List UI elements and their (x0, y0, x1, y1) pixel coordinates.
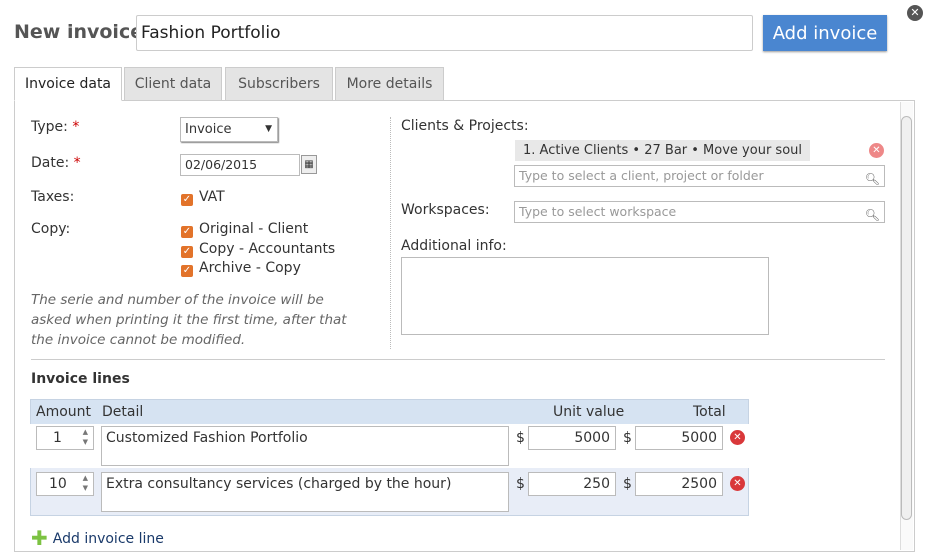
additional-info-label: Additional info: (401, 238, 507, 254)
column-divider (390, 117, 391, 349)
checkbox-checked-icon: ✓ (181, 265, 193, 277)
unit-value-input[interactable]: 5000 (528, 426, 616, 450)
header-detail: Detail (102, 404, 144, 420)
detail-textarea[interactable]: Extra consultancy services (charged by t… (101, 472, 509, 512)
checkbox-checked-icon: ✓ (181, 194, 193, 206)
clients-projects-label: Clients & Projects: (401, 118, 529, 134)
date-input[interactable]: 02/06/2015 (180, 154, 300, 176)
type-label: Type: * (31, 119, 80, 135)
currency-symbol: $ (516, 476, 525, 492)
plus-icon: ✚ (31, 526, 48, 550)
header-total: Total (693, 404, 726, 420)
unit-value-input[interactable]: 250 (528, 472, 616, 496)
delete-line-icon[interactable]: ✕ (730, 476, 745, 491)
search-icon: 🔍︎ (864, 172, 880, 186)
invoice-name-input[interactable] (136, 15, 753, 51)
dialog-title: New invoice (14, 21, 144, 43)
workspaces-label: Workspaces: (401, 202, 490, 218)
add-invoice-button[interactable]: Add invoice (763, 15, 887, 51)
taxes-label: Taxes: (31, 189, 75, 205)
search-icon: 🔍︎ (864, 208, 880, 222)
detail-textarea[interactable]: Customized Fashion Portfolio (101, 426, 509, 466)
currency-symbol: $ (623, 430, 632, 446)
amount-stepper[interactable]: 10 ▲ ▼ (36, 472, 94, 496)
remove-client-icon[interactable]: ✕ (869, 143, 884, 158)
tab-client-data[interactable]: Client data (124, 67, 222, 101)
checkbox-checked-icon: ✓ (181, 246, 193, 258)
scrollbar-thumb[interactable] (901, 116, 912, 520)
table-header (31, 400, 748, 424)
type-select[interactable]: Invoice ▼ (180, 117, 278, 142)
delete-line-icon[interactable]: ✕ (730, 430, 745, 445)
amount-stepper[interactable]: 1 ▲ ▼ (36, 426, 94, 450)
checkbox-original-client[interactable]: ✓ Original - Client (181, 221, 309, 238)
client-search-input[interactable]: Type to select a client, project or fold… (514, 165, 885, 187)
additional-info-textarea[interactable] (401, 257, 769, 335)
total-input[interactable]: 5000 (635, 426, 723, 450)
dropdown-arrow-icon: ▼ (265, 124, 272, 134)
close-icon[interactable]: ✕ (907, 5, 923, 21)
total-input[interactable]: 2500 (635, 472, 723, 496)
stepper-arrows-icon[interactable]: ▲ ▼ (82, 428, 88, 446)
checkbox-vat[interactable]: ✓ VAT (181, 189, 225, 206)
date-label: Date: * (31, 155, 81, 171)
checkbox-copy-accountants[interactable]: ✓ Copy - Accountants (181, 241, 336, 258)
invoice-note: The serie and number of the invoice will… (31, 292, 347, 348)
calendar-icon[interactable]: ▦ (301, 155, 317, 174)
header-amount: Amount (36, 404, 92, 420)
invoice-lines-title: Invoice lines (31, 371, 130, 387)
header-unit-value: Unit value (553, 404, 625, 420)
checkbox-checked-icon: ✓ (181, 226, 193, 238)
currency-symbol: $ (623, 476, 632, 492)
tab-panel (14, 100, 915, 552)
tab-invoice-data[interactable]: Invoice data (14, 67, 122, 101)
checkbox-archive-copy[interactable]: ✓ Archive - Copy (181, 260, 301, 277)
stepper-arrows-icon[interactable]: ▲ ▼ (82, 474, 88, 492)
workspace-search-input[interactable]: Type to select workspace 🔍︎ (514, 201, 885, 223)
tab-more-details[interactable]: More details (335, 67, 444, 101)
add-invoice-line-button[interactable]: ✚ Add invoice line (31, 526, 164, 550)
copy-label: Copy: (31, 221, 71, 237)
tab-subscribers[interactable]: Subscribers (225, 67, 333, 101)
currency-symbol: $ (516, 430, 525, 446)
client-tag: 1. Active Clients • 27 Bar • Move your s… (515, 140, 810, 161)
section-divider (31, 359, 885, 360)
